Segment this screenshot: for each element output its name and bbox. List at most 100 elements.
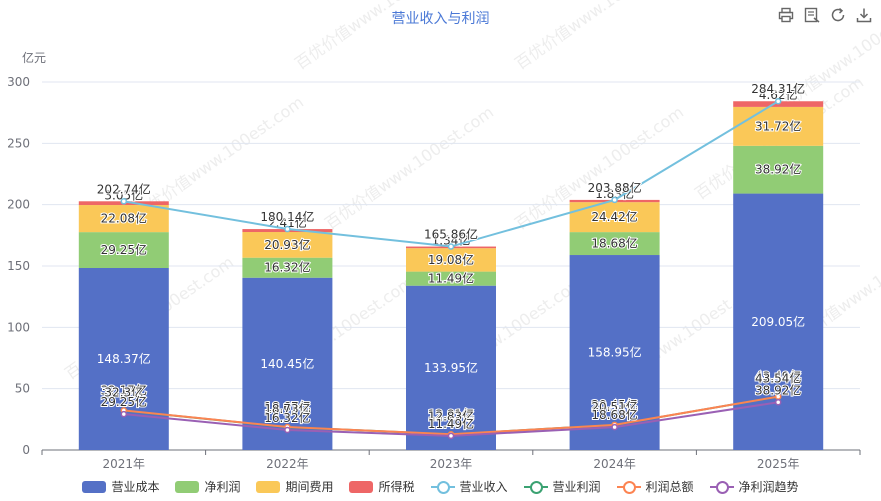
line-data-label: 20.51亿 (591, 399, 637, 414)
bar-segment (733, 106, 824, 146)
bar-segment (406, 248, 496, 272)
line-data-label: 43.49亿 (755, 369, 801, 384)
data-label: 19.08亿 (428, 252, 474, 267)
x-tick-label: 2022年 (266, 457, 309, 471)
legend-line-marker (616, 480, 641, 494)
legend-label: 净利润趋势 (738, 480, 799, 494)
y-tick-label: 200 (7, 198, 30, 212)
data-label: 18.68亿 (591, 236, 637, 251)
line-point (611, 423, 618, 431)
bar-segment (78, 232, 169, 268)
bar-segment (242, 232, 333, 258)
line-point (447, 432, 455, 440)
line-point (774, 97, 782, 105)
legend-item[interactable]: 营业成本 (82, 478, 159, 495)
y-tick-label: 250 (7, 136, 30, 150)
legend-label: 利润总额 (645, 480, 694, 494)
line-point (284, 225, 291, 233)
legend-item[interactable]: 利润总额 (616, 478, 694, 495)
refresh-icon[interactable] (829, 6, 847, 24)
line-data-label: 165.86亿 (424, 227, 478, 242)
legend-swatch (256, 480, 281, 493)
y-tick-label: 150 (7, 259, 30, 273)
legend-item[interactable]: 净利润趋势 (709, 478, 799, 495)
bar-segment (406, 285, 496, 450)
line-data-label: 38.92亿 (755, 382, 801, 397)
data-label: 3.05亿 (104, 187, 143, 202)
line-point (774, 399, 782, 406)
legend-line-marker (709, 480, 734, 494)
line-data-label: 18.68亿 (591, 407, 637, 422)
legend-label: 营业收入 (459, 480, 508, 494)
data-label: 38.92亿 (755, 162, 801, 177)
line-data-label: 18.73亿 (264, 401, 310, 416)
line-point (120, 198, 128, 205)
y-tick-label: 50 (15, 382, 30, 396)
data-label: 158.95亿 (588, 345, 642, 360)
watermark-text: 百优价值www.100est.com (321, 102, 497, 233)
x-tick-label: 2023年 (430, 457, 473, 471)
bar-segment (242, 257, 333, 278)
data-label: 133.95亿 (424, 360, 478, 375)
chart-title: 营业收入与利润 (391, 11, 490, 27)
data-label: 31.72亿 (755, 118, 801, 133)
line-point (120, 410, 128, 418)
data-label: 140.45亿 (260, 356, 314, 371)
data-label: 209.05亿 (751, 314, 805, 329)
line-data-label: 32.3亿 (104, 384, 143, 399)
line-data-label: 18.67亿 (264, 399, 310, 414)
line-data-label: 32.17亿 (101, 383, 147, 398)
y-tick-label: 100 (7, 320, 30, 334)
bar-segment (242, 277, 333, 450)
line-data-label: 202.74亿 (97, 181, 151, 196)
y-tick-label: 300 (7, 75, 30, 89)
legend-label: 净利润 (204, 480, 241, 494)
line-data-label: 284.31亿 (751, 81, 805, 96)
bar-segment (569, 232, 660, 256)
data-label: 16.32亿 (264, 260, 310, 275)
y-tick-label: 0 (22, 443, 30, 457)
legend-item[interactable]: 期间费用 (256, 478, 333, 495)
x-tick-label: 2025年 (757, 457, 800, 471)
data-label: 29.25亿 (101, 242, 147, 257)
data-label: 4.62亿 (759, 87, 798, 102)
toolbar (777, 6, 873, 24)
legend-item[interactable]: 所得税 (349, 478, 415, 495)
data-label: 24.42亿 (591, 209, 637, 224)
data-label: 11.49亿 (428, 271, 474, 286)
legend-label: 营业利润 (552, 480, 601, 494)
line-point (447, 243, 455, 250)
line-point (611, 196, 618, 204)
data-label: 1.83亿 (595, 186, 634, 201)
legend-label: 期间费用 (285, 480, 334, 494)
data-label: 22.08亿 (101, 211, 147, 226)
print-icon[interactable] (777, 6, 795, 24)
legend-swatch (349, 480, 374, 493)
legend-line-marker (523, 480, 548, 494)
x-tick-label: 2021年 (103, 457, 146, 471)
line-point (284, 426, 291, 434)
series-line (123, 100, 779, 248)
line-data-label: 180.14亿 (260, 209, 314, 224)
x-tick-label: 2024年 (593, 457, 636, 471)
bar-segment (406, 271, 496, 286)
download-icon[interactable] (855, 6, 873, 24)
data-label: 148.37亿 (97, 351, 151, 366)
bar-segment (78, 205, 169, 233)
legend-item[interactable]: 净利润 (175, 478, 240, 495)
legend-label: 所得税 (378, 480, 415, 494)
line-data-label: 11.49亿 (428, 416, 474, 431)
legend-item[interactable]: 营业利润 (523, 478, 601, 495)
legend-swatch (82, 480, 107, 493)
legend-item[interactable]: 营业收入 (430, 478, 508, 495)
y-axis-label: 亿元 (22, 50, 46, 65)
line-data-label: 29.25亿 (101, 394, 147, 409)
bar-segment (569, 255, 660, 450)
data-label: 20.93亿 (264, 237, 310, 252)
line-data-label: 12.81亿 (428, 406, 474, 421)
legend: 营业成本 净利润 期间费用 所得税 营业收入 营业利润 利润总额 净利润趋势 (0, 478, 881, 495)
legend-swatch (175, 480, 200, 493)
data-view-icon[interactable] (803, 6, 821, 24)
legend-label: 营业成本 (111, 480, 160, 494)
